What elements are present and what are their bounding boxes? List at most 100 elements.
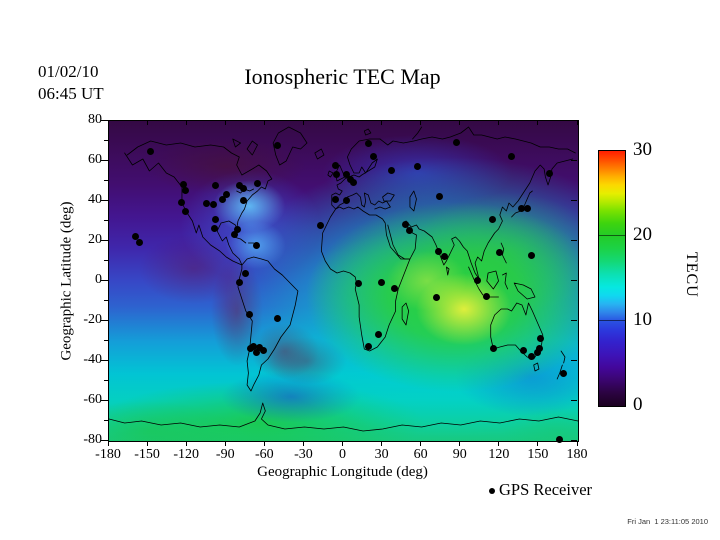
gps-receiver-dot	[508, 152, 516, 160]
x-tick-label: -150	[134, 447, 160, 462]
x-tick-mark	[537, 441, 539, 446]
colorbar-tick-label: 30	[633, 139, 652, 160]
gps-receiver-dot	[182, 186, 190, 194]
y-minor-tick-mark	[104, 419, 108, 421]
x-axis-title: Geographic Longitude (deg)	[257, 464, 428, 480]
gps-receiver-dot	[537, 334, 545, 342]
x-tick-label: -60	[254, 447, 274, 462]
y-tick-label: -80	[83, 432, 102, 447]
x-tick-mark	[263, 441, 265, 446]
render-timestamp: Fri Jan 1 23:11:05 2010	[627, 517, 708, 526]
gps-receiver-dot	[253, 241, 261, 249]
y-minor-tick-mark	[104, 139, 108, 141]
y-tick-label: 20	[88, 232, 102, 247]
x-tick-mark-top	[263, 121, 265, 125]
y-tick-label: -20	[83, 312, 102, 327]
coast-antarctica	[109, 403, 578, 431]
gps-receiver-dot	[211, 215, 219, 223]
x-tick-label: -120	[173, 447, 199, 462]
coast-se-asia-islands	[446, 243, 535, 299]
colorbar-tick-label: 0	[633, 394, 643, 415]
gps-receiver-dot	[132, 232, 140, 240]
x-tick-mark	[576, 441, 578, 446]
y-minor-tick-mark	[104, 259, 108, 261]
gps-receiver-dot	[219, 195, 227, 203]
y-tick-mark	[101, 159, 108, 161]
x-tick-label: 120	[488, 447, 510, 462]
gps-receiver-dot	[231, 230, 239, 238]
gps-receiver-dot	[212, 181, 220, 189]
x-tick-label: 0	[339, 447, 346, 462]
gps-receiver-dot	[331, 195, 339, 203]
gps-receiver-dot	[236, 181, 244, 189]
gps-receiver-dot	[211, 224, 219, 232]
y-tick-label: 40	[88, 192, 102, 207]
colorbar-tick-label: 10	[633, 309, 652, 330]
coast-asia	[380, 127, 575, 279]
y-tick-label: 80	[88, 112, 102, 127]
y-tick-mark-right	[571, 199, 577, 201]
x-tick-mark	[420, 441, 422, 446]
gps-receiver-dot	[254, 179, 262, 187]
gps-receiver-dot	[518, 204, 526, 212]
gps-receiver-dot	[179, 180, 187, 188]
gps-receiver-dot	[365, 342, 373, 350]
gps-receiver-dot	[556, 435, 564, 443]
gps-receiver-dot	[240, 184, 248, 192]
x-tick-mark	[302, 441, 304, 446]
y-tick-mark	[101, 119, 108, 121]
gps-receiver-dot	[496, 248, 504, 256]
x-tick-mark-top	[224, 121, 226, 125]
coast-europe	[332, 139, 391, 209]
gps-receiver-dot	[333, 170, 341, 178]
gps-receiver-dot	[440, 252, 448, 260]
gps-receiver-dot	[488, 215, 496, 223]
gps-receiver-dot	[435, 247, 443, 255]
gps-receiver-legend-dot	[489, 488, 495, 494]
gps-receiver-dot	[202, 199, 210, 207]
gps-receiver-dot	[210, 200, 218, 208]
gps-receiver-dot	[520, 346, 528, 354]
y-tick-mark	[101, 199, 108, 201]
x-tick-mark-top	[576, 121, 578, 125]
colorbar-tick-line	[598, 234, 626, 236]
y-tick-mark	[101, 359, 108, 361]
y-tick-mark-right	[571, 119, 577, 121]
gps-receiver-dot	[317, 221, 325, 229]
gps-receiver-dot	[349, 178, 357, 186]
x-tick-mark-top	[381, 121, 383, 125]
x-tick-label: -90	[215, 447, 235, 462]
y-tick-mark-right	[571, 359, 577, 361]
gps-receiver-dot	[377, 278, 385, 286]
x-tick-mark-top	[537, 121, 539, 125]
y-tick-mark-right	[571, 159, 577, 161]
y-axis-title: Geographic Latitude (deg)	[58, 201, 75, 361]
gps-receiver-dot	[222, 190, 230, 198]
x-tick-mark-top	[342, 121, 343, 125]
x-tick-label: 180	[566, 447, 588, 462]
x-tick-mark-top	[498, 121, 500, 125]
gps-receiver-dot	[364, 139, 372, 147]
x-tick-mark-top	[302, 121, 304, 125]
x-tick-mark-top	[185, 121, 187, 125]
gps-receiver-dot	[414, 162, 422, 170]
x-tick-label: 90	[452, 447, 467, 462]
map-plot-area	[108, 120, 579, 443]
gps-receiver-dot	[401, 220, 409, 228]
y-tick-mark-right	[571, 239, 577, 241]
gps-receiver-dot	[374, 330, 382, 338]
y-tick-mark	[101, 399, 108, 401]
gps-receiver-dot	[181, 207, 189, 215]
x-tick-mark	[146, 441, 148, 446]
y-tick-mark	[101, 279, 108, 281]
gps-receiver-dot	[524, 204, 532, 212]
x-tick-mark	[342, 441, 343, 446]
gps-receiver-dot	[331, 161, 339, 169]
x-tick-label: 150	[527, 447, 549, 462]
x-tick-mark	[498, 441, 500, 446]
gps-receiver-dot	[473, 276, 481, 284]
gps-receiver-dot	[273, 141, 281, 149]
y-tick-label: -60	[83, 392, 102, 407]
gps-receiver-dot	[343, 170, 351, 178]
